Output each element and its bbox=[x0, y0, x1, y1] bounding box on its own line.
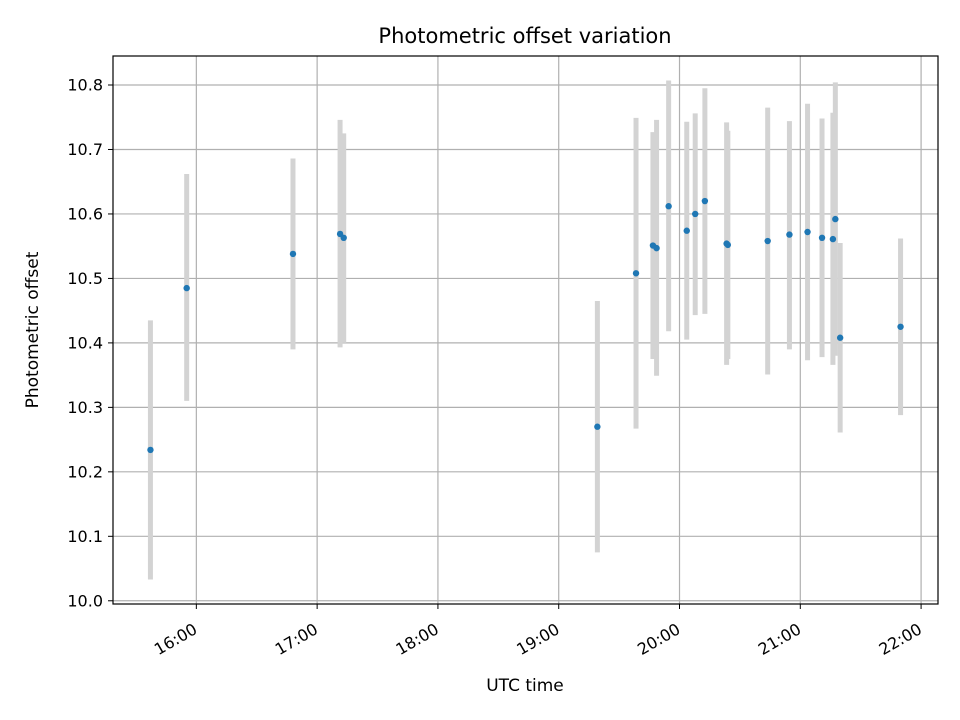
x-axis-label: UTC time bbox=[486, 676, 564, 696]
data-point bbox=[764, 237, 771, 245]
data-point bbox=[147, 446, 154, 454]
y-tick-label: 10.0 bbox=[67, 591, 103, 610]
grid bbox=[113, 56, 938, 604]
data-point bbox=[897, 323, 904, 330]
data-point bbox=[340, 234, 347, 242]
data-point bbox=[594, 423, 601, 430]
chart-title: Photometric offset variation bbox=[378, 24, 671, 48]
data-point bbox=[701, 197, 709, 205]
y-tick-label: 10.7 bbox=[67, 140, 103, 159]
y-tick-label: 10.6 bbox=[67, 204, 103, 223]
data-point bbox=[665, 203, 672, 210]
data-point bbox=[818, 234, 826, 242]
y-axis-label: Photometric offset bbox=[23, 251, 43, 408]
data-point bbox=[632, 270, 640, 277]
data-point bbox=[683, 227, 690, 234]
data-point bbox=[829, 235, 837, 243]
data-point bbox=[653, 244, 660, 252]
data-point bbox=[804, 228, 811, 236]
y-tick-label: 10.5 bbox=[67, 269, 103, 288]
y-axis: 10.0 10.1 10.2 10.3 10.4 10.5 10.6 10.7 10.8 bbox=[67, 76, 113, 610]
y-tick-label: 10.8 bbox=[67, 76, 103, 95]
data-point bbox=[786, 231, 793, 238]
y-tick-label: 10.2 bbox=[67, 462, 103, 481]
y-tick-label: 10.1 bbox=[67, 527, 103, 546]
plot-frame bbox=[112, 55, 939, 605]
y-tick-label: 10.3 bbox=[67, 398, 103, 417]
data-points bbox=[147, 197, 904, 454]
plot-area bbox=[113, 56, 938, 604]
data-point bbox=[724, 241, 732, 249]
data-point bbox=[832, 215, 839, 223]
data-point bbox=[289, 250, 297, 258]
data-point bbox=[183, 284, 190, 292]
data-point bbox=[836, 334, 844, 341]
y-tick-label: 10.4 bbox=[67, 333, 103, 352]
data-point bbox=[692, 210, 699, 218]
